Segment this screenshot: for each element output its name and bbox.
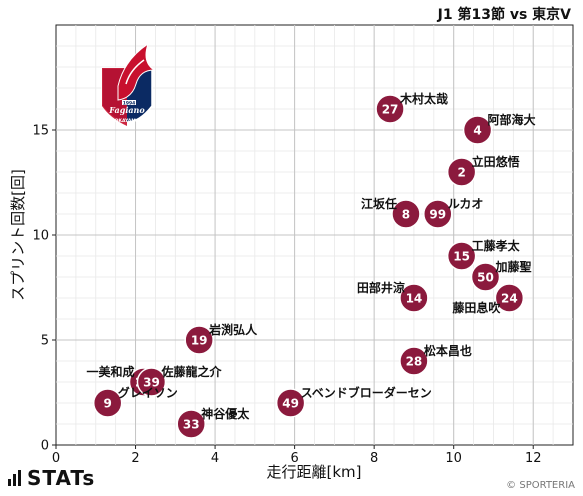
data-point: 28 xyxy=(399,346,429,376)
data-point: 27 xyxy=(375,94,405,124)
x-tick-label: 2 xyxy=(131,451,139,466)
crest-city: OKAYAMA xyxy=(115,118,140,124)
data-point: 50 xyxy=(470,262,501,292)
point-name-label: 一美和成 xyxy=(86,364,134,379)
point-marker xyxy=(92,388,123,418)
point-marker xyxy=(275,388,306,418)
point-name-label: スベンドブローダーセン xyxy=(301,385,432,400)
point-name-label: 工藤孝太 xyxy=(472,238,521,253)
point-number: 24 xyxy=(501,292,518,306)
x-tick-label: 8 xyxy=(370,451,378,466)
point-marker xyxy=(375,94,405,124)
x-tick-label: 4 xyxy=(211,451,219,466)
x-tick-label: 0 xyxy=(52,451,60,466)
point-marker xyxy=(494,283,525,313)
data-point: 8 xyxy=(391,199,421,229)
point-number: 19 xyxy=(191,334,208,348)
point-number: 2 xyxy=(457,166,465,180)
point-marker xyxy=(462,115,493,145)
crest-year: 1994 xyxy=(123,100,136,106)
point-number: 99 xyxy=(429,208,446,222)
point-number: 50 xyxy=(477,271,494,285)
x-tick-label: 12 xyxy=(525,451,542,466)
crest-wordmark: Fagiano xyxy=(108,105,145,115)
y-tick-label: 5 xyxy=(41,334,49,349)
point-number: 28 xyxy=(406,355,423,369)
point-name-label: 藤田息吹 xyxy=(451,300,501,315)
point-marker xyxy=(176,409,206,439)
point-marker xyxy=(446,157,477,187)
stats-bars-icon xyxy=(8,470,21,486)
data-point: 39 xyxy=(136,367,167,397)
point-name-label: 立田悠悟 xyxy=(472,154,520,169)
point-marker xyxy=(184,325,214,355)
point-number: 49 xyxy=(282,397,299,411)
point-marker xyxy=(391,199,421,229)
point-name-label: 岩渕弘人 xyxy=(208,322,258,337)
y-tick-label: 10 xyxy=(32,229,49,244)
point-name-label: 江坂任 xyxy=(361,196,397,211)
point-marker xyxy=(446,241,477,271)
point-number: 9 xyxy=(104,397,112,411)
data-point: 33 xyxy=(176,409,206,439)
match-title: J1 第13節 vs 東京V xyxy=(437,7,571,23)
data-point: 14 xyxy=(399,283,429,313)
y-tick-label: 0 xyxy=(41,439,49,454)
point-marker xyxy=(399,346,429,376)
point-name-label: 佐藤龍之介 xyxy=(160,364,222,379)
point-marker xyxy=(470,262,501,292)
point-number: 33 xyxy=(183,418,200,432)
point-number: 8 xyxy=(402,208,410,222)
point-marker xyxy=(399,283,429,313)
data-point: 9 xyxy=(92,388,123,418)
x-axis-label: 走行距離[km] xyxy=(266,463,361,481)
point-number: 4 xyxy=(473,124,481,138)
credit-text: © SPORTERIA xyxy=(506,480,575,491)
data-points: 2742899155014241928233994933木村太哉阿部海大立田悠悟… xyxy=(86,91,536,439)
data-point: 99 xyxy=(423,199,453,229)
point-name-label: 木村太哉 xyxy=(399,91,448,106)
grid-major xyxy=(56,25,573,445)
point-marker xyxy=(423,199,453,229)
club-crest-icon: 1994 Fagiano OKAYAMA xyxy=(101,42,156,126)
point-marker xyxy=(136,367,167,397)
point-name-label: グレイソン xyxy=(118,385,178,400)
x-tick-label: 10 xyxy=(445,451,462,466)
point-name-label: 阿部海大 xyxy=(488,112,536,127)
point-number: 27 xyxy=(382,103,399,117)
point-name-label: 神谷優太 xyxy=(201,406,250,421)
point-name-label: 松本昌也 xyxy=(424,343,472,358)
y-tick-label: 15 xyxy=(32,124,49,139)
point-number: 14 xyxy=(406,292,423,306)
point-number: 15 xyxy=(453,250,470,264)
data-point: 4 xyxy=(462,115,493,145)
data-point: 49 xyxy=(275,388,306,418)
x-tick-label: 6 xyxy=(290,451,298,466)
data-point: 24 xyxy=(494,283,525,313)
point-name-label: ルカオ xyxy=(448,197,484,211)
brand-name: STATs xyxy=(27,466,96,490)
brand-logo: STATs xyxy=(8,466,95,490)
point-name-label: 田部井涼 xyxy=(357,280,405,295)
data-point: 19 xyxy=(184,325,214,355)
data-point: 2 xyxy=(446,157,477,187)
y-axis-label: スプリント回数[回] xyxy=(9,169,27,301)
point-number: 39 xyxy=(143,376,160,390)
point-name-label: 加藤聖 xyxy=(495,259,532,274)
data-point: 15 xyxy=(446,241,477,271)
